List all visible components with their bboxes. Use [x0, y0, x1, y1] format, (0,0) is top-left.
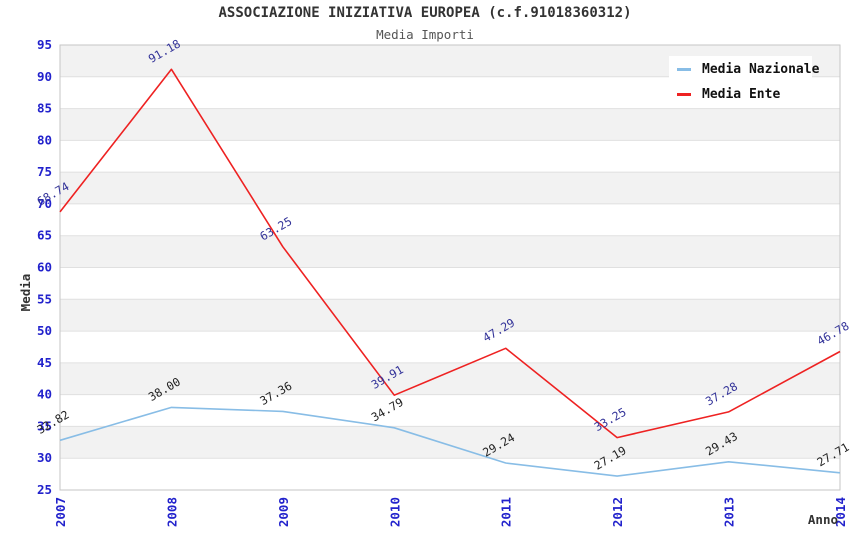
- y-tick-label: 75: [37, 164, 52, 179]
- plot-band: [60, 235, 840, 268]
- data-label: 34.79: [369, 395, 406, 424]
- plot-band: [60, 299, 840, 332]
- plot-band: [60, 108, 840, 141]
- x-tick-label: 2011: [499, 497, 514, 527]
- chart-title: ASSOCIAZIONE INIZIATIVA EUROPEA (c.f.910…: [218, 5, 632, 21]
- y-tick-label: 85: [37, 101, 52, 116]
- y-axis-title: Media: [18, 274, 33, 312]
- y-tick-label: 95: [37, 37, 52, 52]
- x-tick-label: 2009: [276, 497, 291, 527]
- y-tick-label: 55: [37, 291, 52, 306]
- legend-swatch-icon: [677, 92, 691, 96]
- x-tick-label: 2012: [610, 497, 625, 527]
- plot-band: [60, 426, 840, 459]
- series-line-media-nazionale: [59, 406, 841, 477]
- series-line-media-ente: [59, 68, 841, 439]
- y-tick-label: 80: [37, 132, 52, 147]
- legend-swatch-icon: [677, 68, 691, 72]
- plot-border: [59, 44, 841, 491]
- x-tick-label: 2010: [387, 497, 402, 527]
- legend-item-media-ente: Media Ente: [669, 83, 812, 105]
- plot-band: [60, 362, 840, 395]
- y-tick-label: 90: [37, 69, 52, 84]
- y-tick-label: 35: [37, 418, 52, 433]
- x-tick-label: 2013: [722, 497, 737, 527]
- y-tick-label: 45: [37, 355, 52, 370]
- chart-subtitle: Media Importi: [376, 27, 474, 42]
- y-tick-label: 40: [37, 387, 52, 402]
- legend: Media Nazionale Media Ente: [669, 56, 819, 108]
- y-tick-label: 70: [37, 196, 52, 211]
- plot-band: [60, 172, 840, 204]
- y-tick-label: 65: [37, 228, 52, 243]
- x-tick-label: 2008: [164, 497, 179, 527]
- y-tick-label: 50: [37, 323, 52, 338]
- y-tick-label: 60: [37, 260, 52, 275]
- legend-item-media-nazionale: Media Nazionale: [669, 59, 819, 81]
- legend-label: Media Ente: [702, 86, 781, 102]
- y-tick-label: 25: [37, 482, 52, 497]
- x-tick-label: 2007: [53, 497, 68, 527]
- x-tick-label: 2014: [833, 497, 848, 527]
- x-axis-title: Anno: [808, 512, 838, 527]
- y-tick-label: 30: [37, 450, 52, 465]
- legend-label: Media Nazionale: [702, 62, 820, 78]
